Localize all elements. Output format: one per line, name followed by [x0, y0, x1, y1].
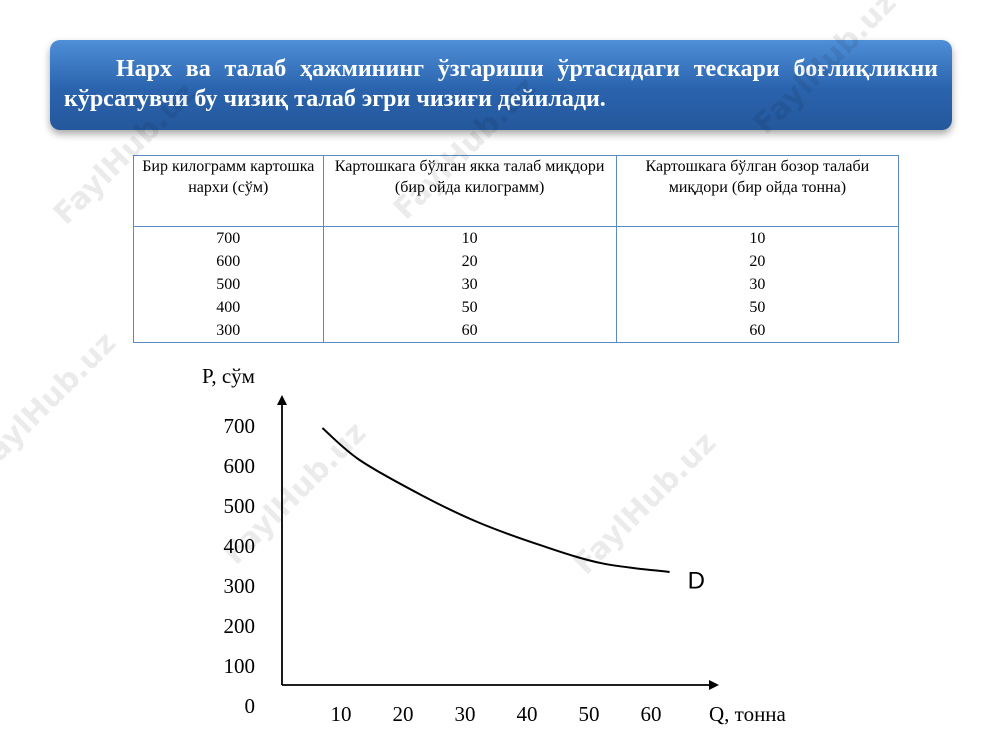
y-tick-label: 600	[224, 454, 256, 478]
table-cell: 20	[322, 250, 617, 273]
data-table: Бир килограмм картошка нархи (сўм) Картош…	[133, 155, 900, 343]
table-row: 600 20 20	[133, 250, 900, 273]
table-row: 300 60 60	[133, 319, 900, 343]
x-tick-label: 50	[579, 702, 600, 726]
header-cell: Картошкага бўлган бозор талаби миқдори (…	[615, 155, 900, 227]
y-tick-label: 200	[224, 614, 256, 638]
watermark: FaylHub.uz	[747, 0, 903, 142]
watermark: FaylHub.uz	[47, 75, 203, 231]
watermark: FaylHub.uz	[567, 425, 723, 581]
watermark: FaylHub.uz	[387, 70, 543, 226]
y-tick-label: 400	[224, 534, 256, 558]
x-arrow	[709, 680, 719, 690]
demand-curve	[321, 427, 670, 573]
y-tick-label: 500	[224, 494, 256, 518]
watermark: FaylHub.uz	[0, 325, 123, 481]
banner-text: Нарх ва талаб ҳажмининг ўзгариши ўртасид…	[64, 56, 938, 112]
table-row: 700 10 10	[133, 226, 900, 250]
table-cell: 60	[615, 319, 900, 343]
table-cell: 10	[615, 226, 900, 250]
table-cell: 50	[615, 296, 900, 319]
x-axis-label: Q, тонна	[709, 702, 787, 726]
y-tick-label: 700	[224, 414, 256, 438]
x-tick-label: 40	[517, 702, 538, 726]
y-axis-label: P, сўм	[202, 364, 255, 388]
table-body: 700 10 10 600 20 20 500 30 30 400 50 50 300 60 60	[133, 226, 900, 343]
x-tick-label: 60	[641, 702, 662, 726]
table-cell: 600	[133, 250, 324, 273]
x-tick-label: 20	[393, 702, 414, 726]
x-tick-label: 10	[331, 702, 352, 726]
table-cell: 300	[133, 319, 324, 343]
table-cell: 30	[615, 273, 900, 296]
table-row: 500 30 30	[133, 273, 900, 296]
table-row: 400 50 50	[133, 296, 900, 319]
table-cell: 20	[615, 250, 900, 273]
header-cell: Бир килограмм картошка нархи (сўм)	[133, 155, 324, 227]
table-cell: 10	[322, 226, 617, 250]
y-tick-label: 300	[224, 574, 256, 598]
table-cell: 60	[322, 319, 617, 343]
series-label: D	[688, 567, 705, 594]
banner: Нарх ва талаб ҳажмининг ўзгариши ўртасид…	[50, 40, 952, 130]
y-arrow	[277, 395, 287, 405]
y-tick-label: 100	[224, 654, 256, 678]
table-cell: 700	[133, 226, 324, 250]
table-header: Бир килограмм картошка нархи (сўм) Картош…	[133, 155, 900, 227]
x-tick-label: 30	[455, 702, 476, 726]
header-cell: Картошкага бўлган якка талаб миқдори (би…	[322, 155, 617, 227]
y-tick-label: 0	[245, 694, 256, 718]
